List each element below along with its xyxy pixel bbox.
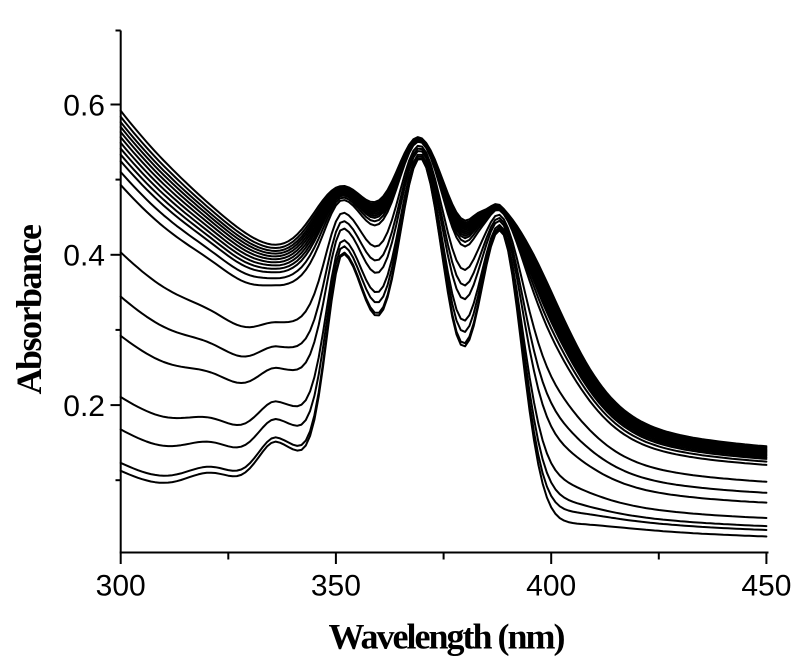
svg-text:Absorbance: Absorbance bbox=[9, 224, 49, 395]
svg-text:0.4: 0.4 bbox=[63, 240, 105, 273]
svg-text:0.2: 0.2 bbox=[63, 390, 105, 423]
svg-text:Wavelength (nm): Wavelength (nm) bbox=[329, 617, 565, 657]
svg-text:400: 400 bbox=[526, 570, 576, 603]
svg-text:450: 450 bbox=[741, 570, 791, 603]
svg-text:300: 300 bbox=[96, 570, 146, 603]
svg-text:0.6: 0.6 bbox=[63, 89, 105, 122]
svg-text:350: 350 bbox=[311, 570, 361, 603]
